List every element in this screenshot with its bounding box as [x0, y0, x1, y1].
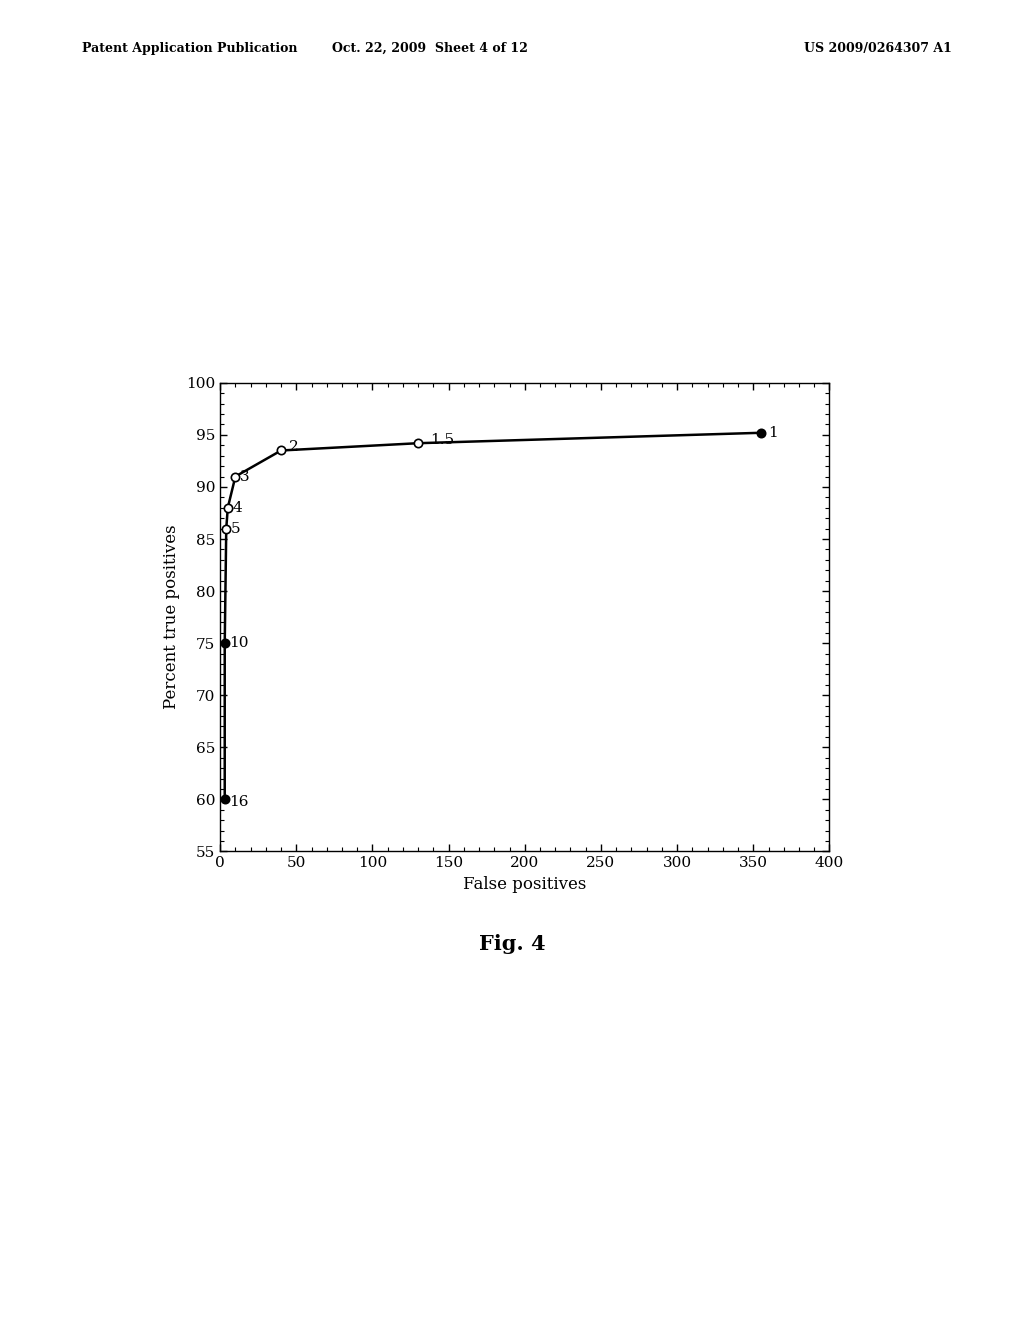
Text: 3: 3 [240, 470, 250, 483]
Text: Fig. 4: Fig. 4 [478, 933, 546, 954]
Text: 2: 2 [289, 441, 298, 454]
Text: 1: 1 [768, 426, 778, 440]
Y-axis label: Percent true positives: Percent true positives [164, 525, 180, 709]
Text: US 2009/0264307 A1: US 2009/0264307 A1 [805, 42, 952, 55]
Text: 1.5: 1.5 [430, 433, 455, 447]
Text: Patent Application Publication: Patent Application Publication [82, 42, 297, 55]
Text: Oct. 22, 2009  Sheet 4 of 12: Oct. 22, 2009 Sheet 4 of 12 [332, 42, 528, 55]
Text: 4: 4 [232, 500, 242, 515]
Text: 10: 10 [229, 636, 249, 651]
Text: 5: 5 [230, 521, 241, 536]
Text: 16: 16 [229, 796, 249, 809]
X-axis label: False positives: False positives [463, 875, 587, 892]
